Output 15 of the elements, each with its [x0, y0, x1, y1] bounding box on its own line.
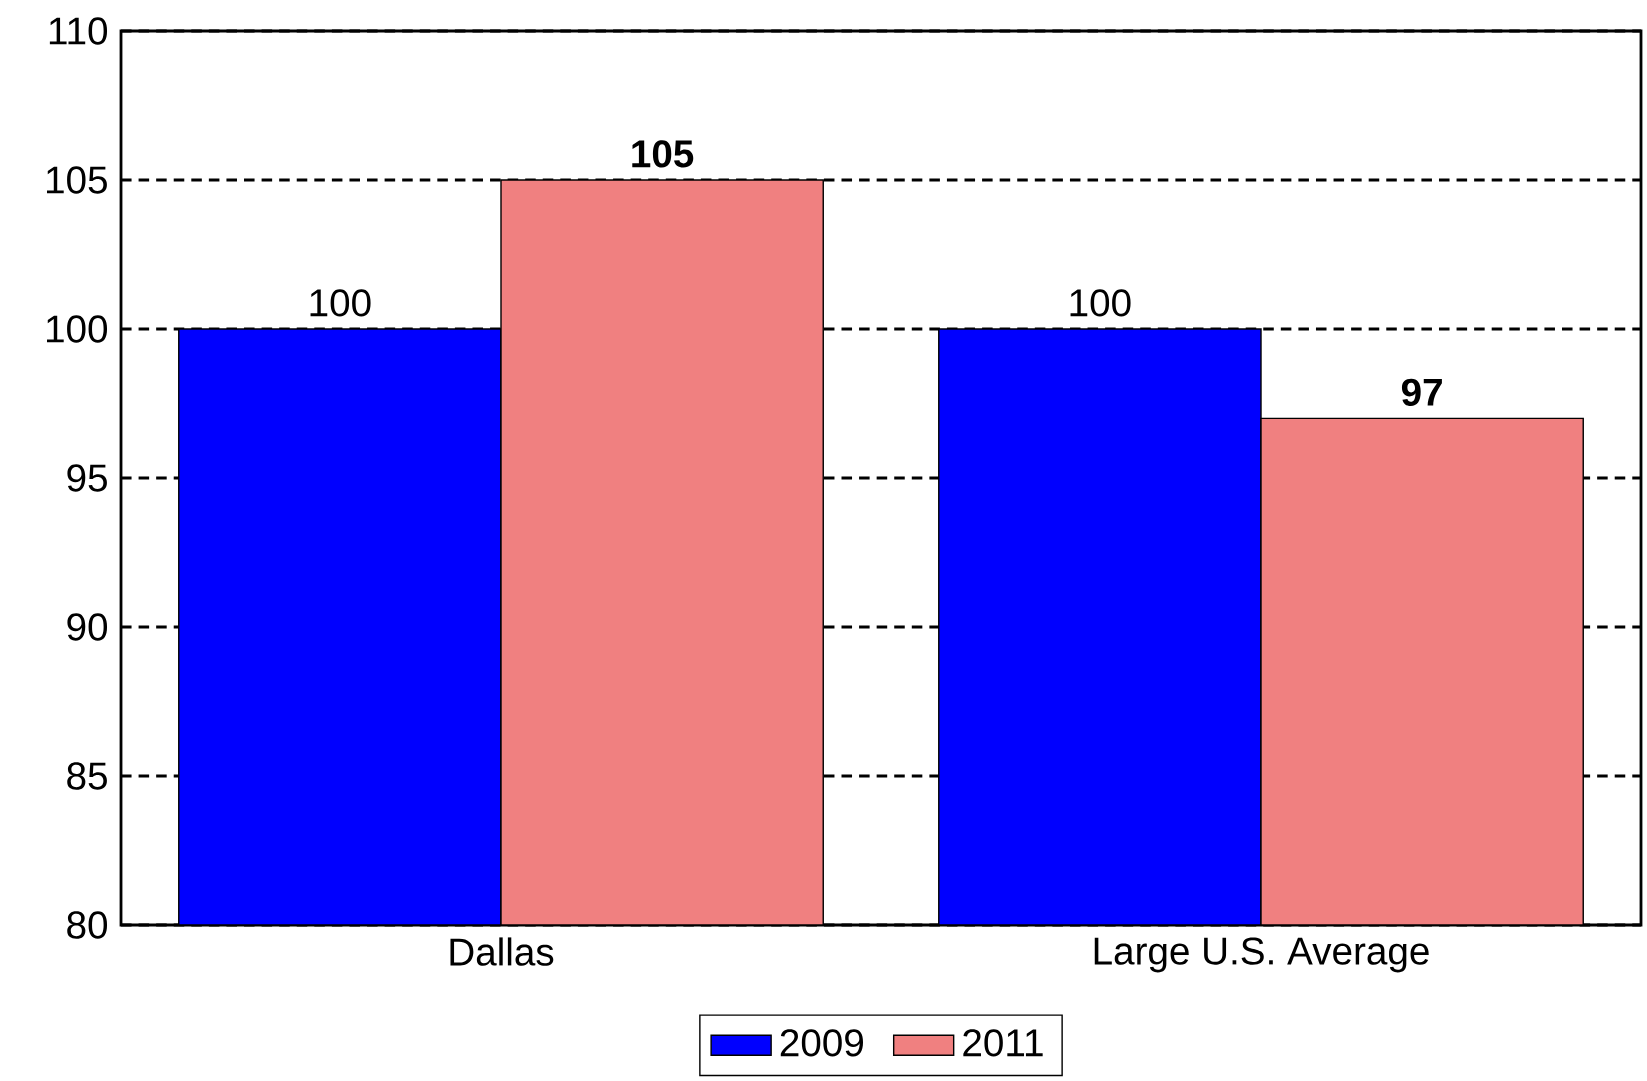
y-tick-label: 105: [47, 166, 107, 194]
legend-label: 2011: [963, 1029, 1043, 1057]
data-label: 100: [1070, 289, 1131, 317]
data-label: 100: [310, 289, 371, 317]
x-tick-label: Dallas: [450, 937, 554, 966]
y-tick-label: 100: [47, 315, 108, 343]
data-label: 97: [1401, 378, 1442, 406]
legend-label: 2009: [780, 1029, 864, 1057]
y-tick-label: 110: [49, 17, 108, 45]
y-tick-label: 80: [67, 911, 108, 939]
y-tick-label: 90: [67, 613, 108, 641]
y-tick-label: 85: [67, 762, 107, 790]
x-tick-label: Large U.S. Average: [1094, 937, 1429, 973]
y-tick-label: 95: [67, 464, 107, 492]
data-label: 105: [632, 140, 694, 168]
